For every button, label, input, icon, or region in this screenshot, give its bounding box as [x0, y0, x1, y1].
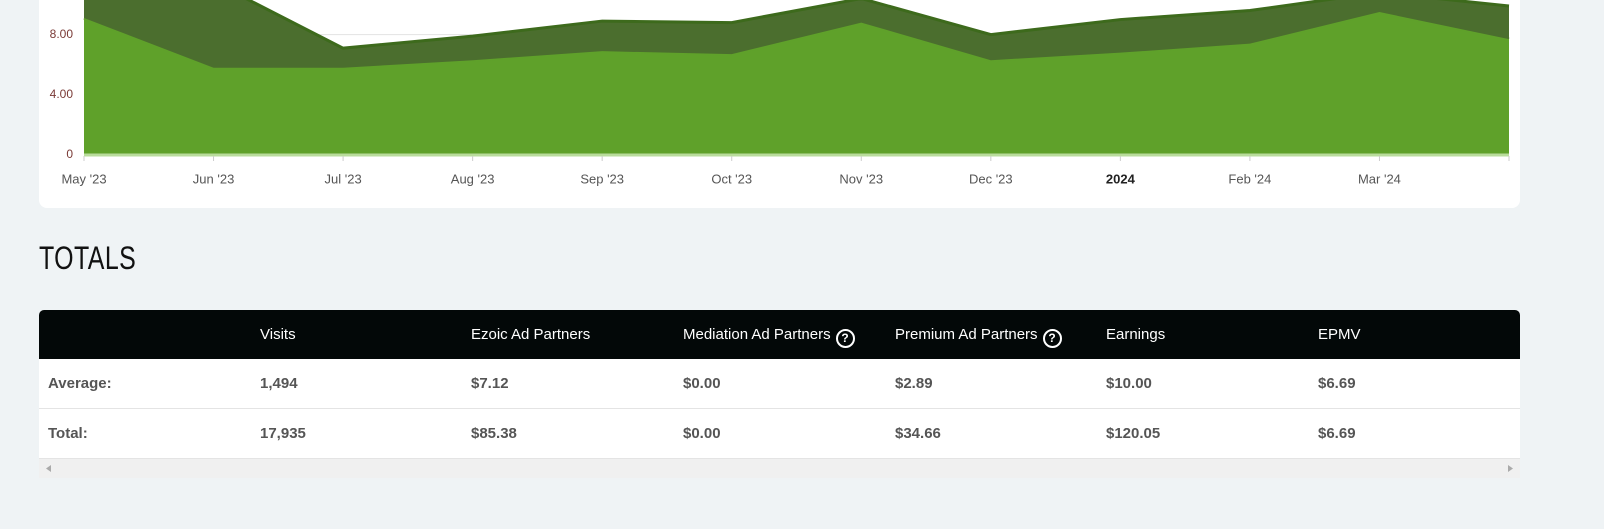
header-row: Visits Ezoic Ad Partners Mediation Ad Part… [39, 310, 1520, 359]
x-tick-label: Feb '24 [1228, 171, 1271, 186]
column-header: Ezoic Ad Partners [471, 310, 590, 359]
table-cell: $34.66 [895, 425, 941, 442]
row-label: Total: [48, 425, 88, 442]
table-cell: $120.05 [1106, 425, 1161, 442]
table-row: Total: 17,935 $85.38 $0.00 $34.66 $120.05 $6.6… [39, 409, 1520, 459]
column-header-text: EPMV [1318, 326, 1361, 343]
row-label: Average: [48, 375, 112, 392]
totals-table: Visits Ezoic Ad Partners Mediation Ad Part… [39, 310, 1520, 478]
column-header: Earnings [1106, 310, 1165, 359]
column-header-text: Premium Ad Partners [895, 326, 1038, 343]
table-cell: $85.38 [471, 425, 517, 442]
x-tick-label: Dec '23 [969, 171, 1013, 186]
table-cell: 17,935 [260, 425, 306, 442]
x-tick-label: Oct '23 [711, 171, 752, 186]
y-tick-label: 4.00 [50, 87, 74, 101]
x-tick-label: Sep '23 [580, 171, 624, 186]
x-tick-label: Aug '23 [451, 171, 495, 186]
table-row: Average: 1,494 $7.12 $0.00 $2.89 $10.00 $6.69 [39, 359, 1520, 409]
x-tick-label: Mar '24 [1358, 171, 1401, 186]
table-cell: $0.00 [683, 375, 721, 392]
x-tick-label: Jul '23 [325, 171, 362, 186]
table-cell: $0.00 [683, 425, 721, 442]
column-header-text: Ezoic Ad Partners [471, 326, 591, 343]
scrollbar[interactable] [39, 459, 1520, 478]
column-header-text: Earnings [1106, 326, 1166, 343]
chart-card: 0 4.00 8.00 May '23 Jun '23 Jul '23 Aug '23 Sep… [39, 0, 1520, 208]
column-header: Visits [260, 310, 296, 359]
x-tick-label: Nov '23 [839, 171, 883, 186]
scroll-arrows [46, 465, 1513, 472]
column-header: Premium Ad Partners? [895, 310, 1062, 359]
totals-title: TOTALS [39, 240, 137, 276]
column-header: Mediation Ad Partners? [683, 310, 855, 359]
area [84, 12, 1509, 156]
area [84, 0, 1509, 68]
table-cell: $10.00 [1106, 375, 1152, 392]
table-body: Average: 1,494 $7.12 $0.00 $2.89 $10.00 $6.69 T… [39, 359, 1520, 459]
chart: 0 4.00 8.00 May '23 Jun '23 Jul '23 Aug '23 Sep… [50, 0, 1510, 186]
x-tick-label: Jun '23 [193, 171, 235, 186]
table-cell: $7.12 [471, 375, 509, 392]
table-cell: $6.69 [1318, 375, 1356, 392]
help-icon[interactable]: ? [835, 329, 855, 348]
column-header-text: Mediation Ad Partners [683, 326, 831, 343]
column-header-text: Visits [260, 326, 296, 343]
y-tick-label: 8.00 [50, 27, 74, 41]
y-tick-label: 0 [66, 147, 73, 161]
help-icon[interactable]: ? [1042, 329, 1062, 348]
table-cell: $2.89 [895, 375, 933, 392]
column-header: EPMV [1318, 310, 1361, 359]
x-tick-label: May '23 [61, 171, 106, 186]
area-line [245, 0, 1510, 50]
table-cell: $6.69 [1318, 425, 1356, 442]
table-cell: 1,494 [260, 375, 298, 392]
x-tick-label: 2024 [1106, 171, 1136, 186]
